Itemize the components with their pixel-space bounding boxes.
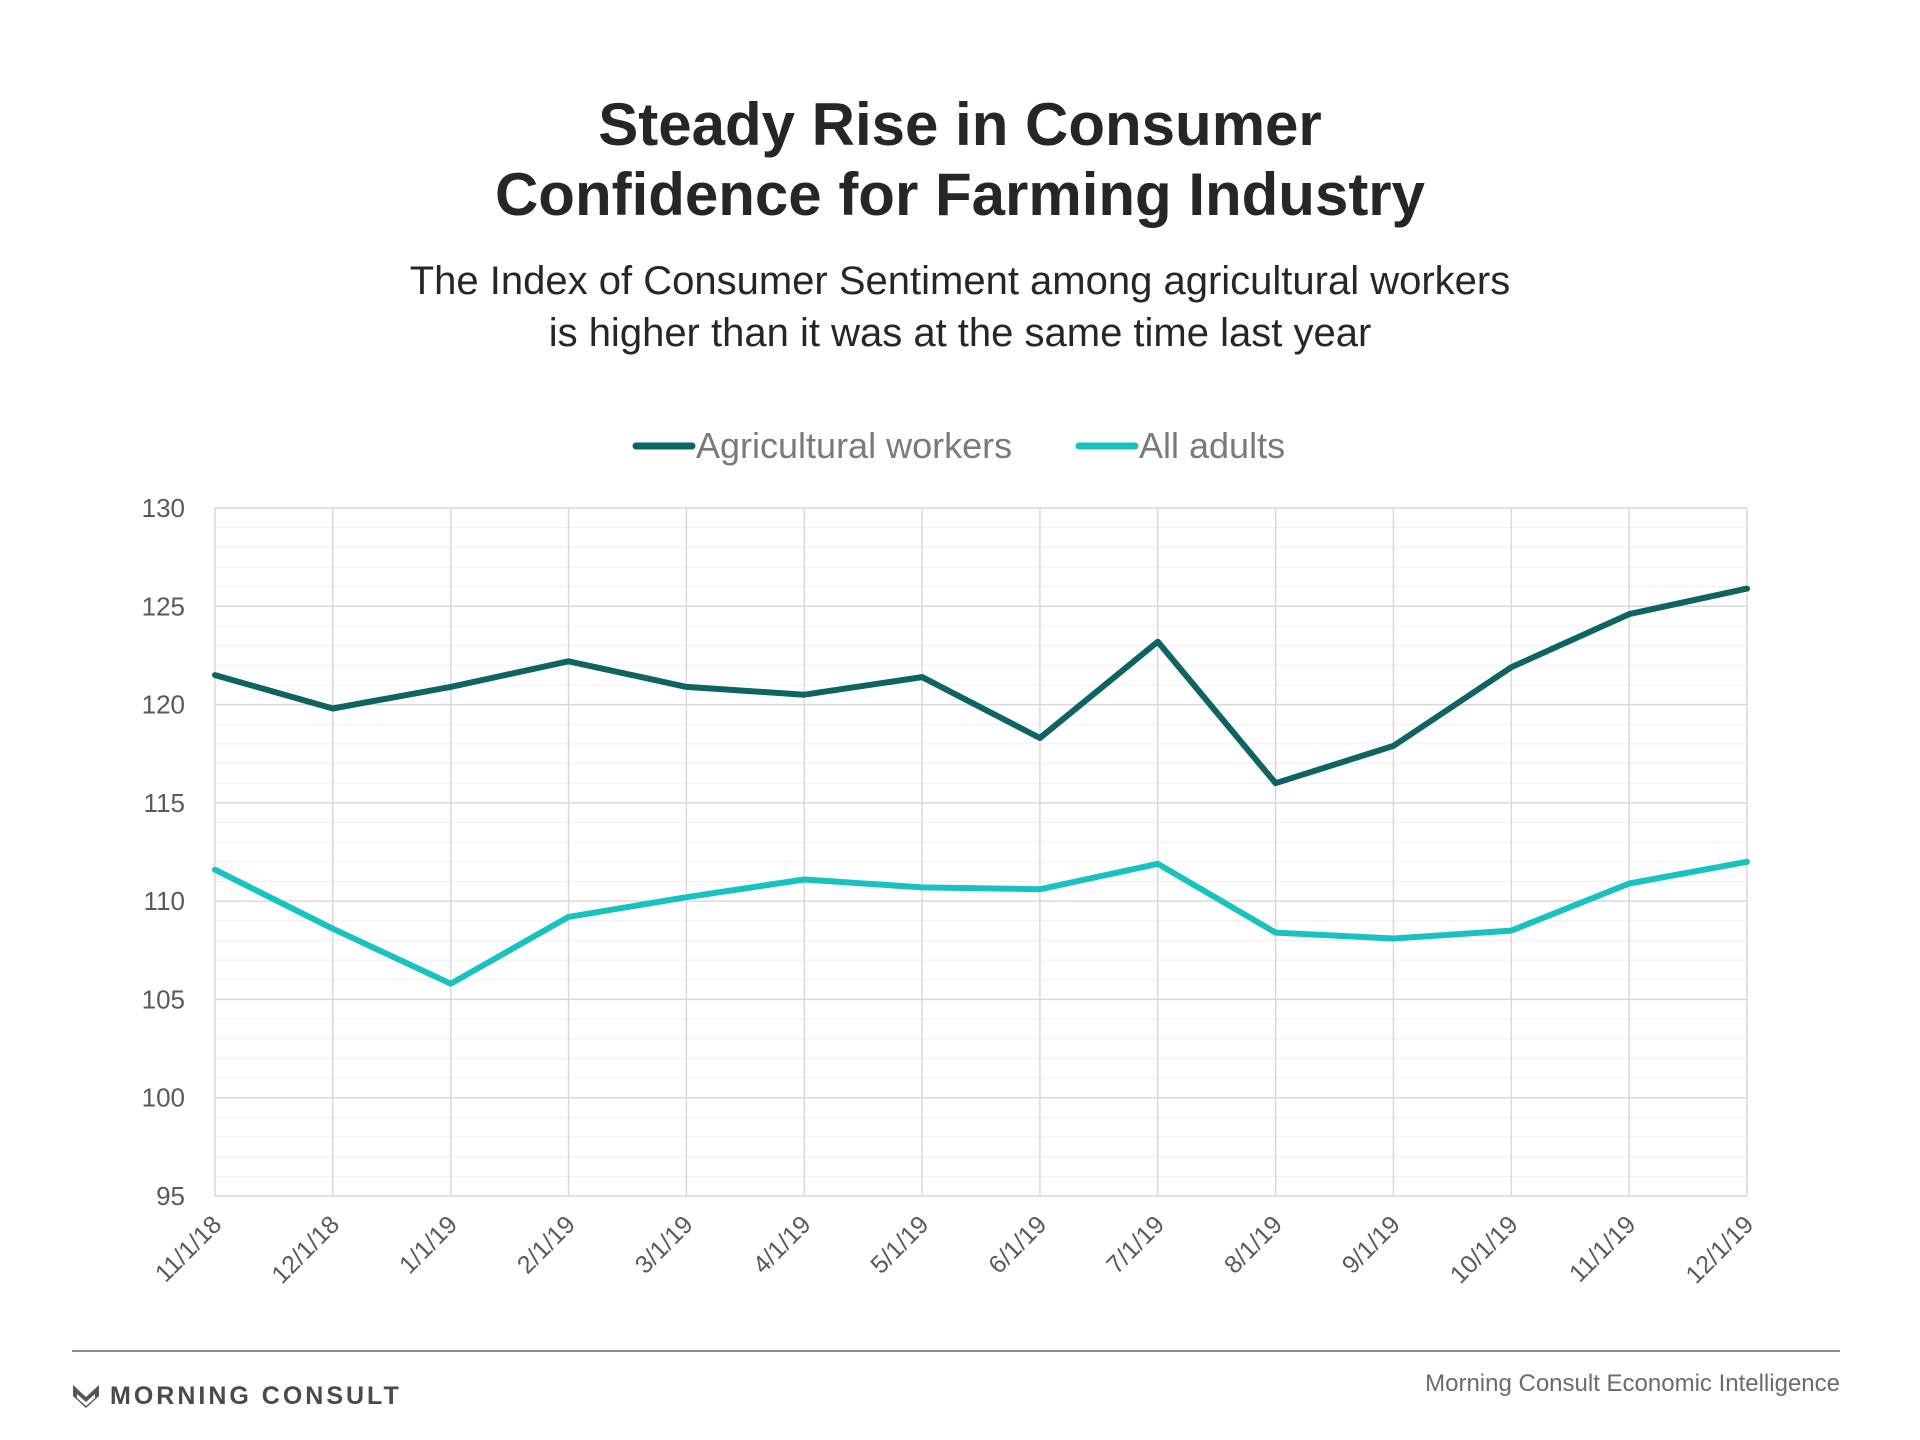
- x-axis: 11/1/18 12/1/18 1/1/19 2/1/19 3/1/19 4/1/19 5/…: [150, 1210, 1759, 1289]
- x-tick-label: 12/1/19: [1680, 1210, 1759, 1289]
- series-line-0: [212, 585, 1750, 787]
- chart-subtitle: The Index of Consumer Sentiment among ag…: [0, 255, 1920, 359]
- x-tick-label: 7/1/19: [1101, 1210, 1170, 1279]
- x-tick-label: 9/1/19: [1337, 1210, 1406, 1279]
- chart-legend: Agricultural workers All adults: [632, 425, 1285, 466]
- x-tick-label: 10/1/19: [1445, 1210, 1524, 1289]
- chart-grid: [214, 507, 1748, 1197]
- y-tick-label: 125: [142, 591, 185, 621]
- x-tick-label: 8/1/19: [1219, 1210, 1288, 1279]
- source-note: Morning Consult Economic Intelligence: [1425, 1370, 1840, 1397]
- line-chart: Agricultural workers All adults 95 100 105 1…: [142, 425, 1760, 1289]
- morning-consult-logo: MORNING CONSULT: [72, 1380, 402, 1412]
- y-tick-label: 95: [156, 1181, 185, 1211]
- x-tick-label: 3/1/19: [630, 1210, 699, 1279]
- series-line-1: [212, 858, 1750, 987]
- legend-label-1: All adults: [1139, 425, 1285, 466]
- x-tick-label: 6/1/19: [983, 1210, 1052, 1279]
- footer-divider: [72, 1350, 1840, 1352]
- chart-subtitle-line-2: is higher than it was at the same time l…: [548, 311, 1372, 355]
- y-tick-label: 110: [144, 886, 185, 916]
- y-tick-label: 120: [142, 690, 185, 720]
- morning-consult-mark-icon: [73, 1385, 99, 1408]
- y-axis: 95 100 105 110 115 120 125 130: [142, 493, 185, 1211]
- x-tick-label: 11/1/18: [150, 1210, 227, 1287]
- y-tick-label: 130: [142, 493, 185, 523]
- x-tick-label: 11/1/19: [1564, 1210, 1641, 1287]
- chart-title-line-2: Confidence for Farming Industry: [494, 161, 1426, 228]
- x-tick-label: 4/1/19: [748, 1210, 817, 1279]
- series-lines: [212, 585, 1750, 987]
- x-tick-label: 12/1/18: [266, 1210, 345, 1289]
- x-tick-label: 2/1/19: [512, 1210, 581, 1279]
- chart-title-line-1: Steady Rise in Consumer: [598, 91, 1322, 158]
- brand-name: MORNING CONSULT: [110, 1381, 402, 1410]
- x-tick-label: 1/1/19: [394, 1210, 463, 1279]
- y-tick-label: 100: [142, 1083, 185, 1113]
- legend-label-0: Agricultural workers: [696, 425, 1012, 466]
- y-tick-label: 105: [142, 984, 185, 1014]
- chart-subtitle-line-1: The Index of Consumer Sentiment among ag…: [409, 259, 1511, 303]
- chart-title: Steady Rise in Consumer Confidence for F…: [0, 90, 1920, 230]
- x-tick-label: 5/1/19: [865, 1210, 934, 1279]
- y-tick-label: 115: [144, 788, 185, 818]
